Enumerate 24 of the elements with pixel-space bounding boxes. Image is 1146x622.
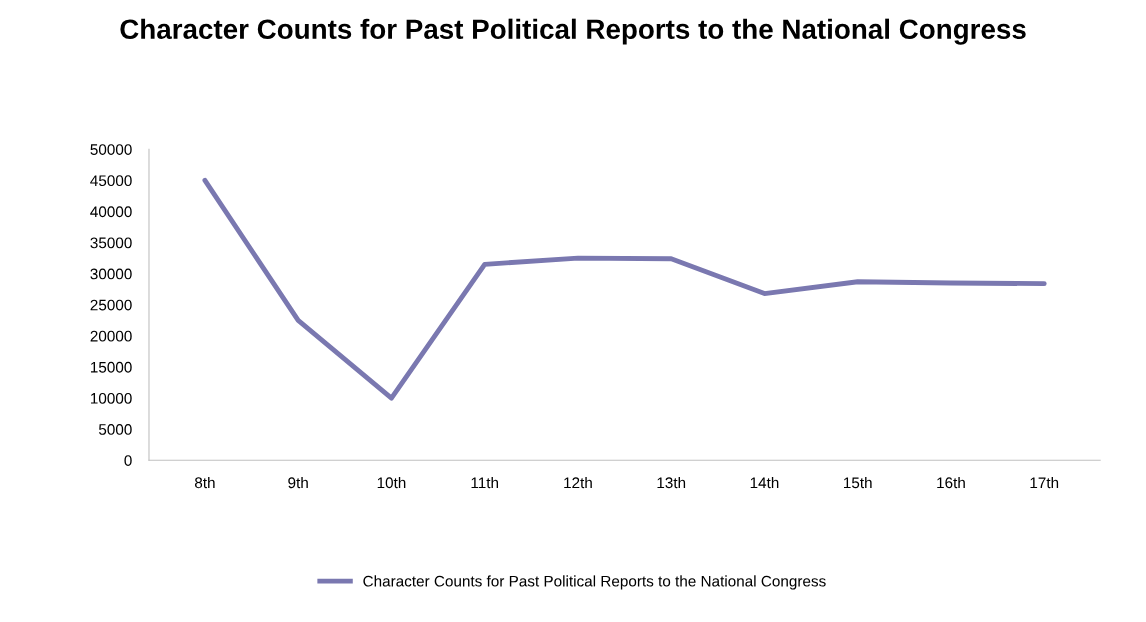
x-tick-label: 17th [1030, 476, 1059, 489]
y-tick-label: 35000 [90, 237, 132, 249]
x-tick-label: 10th [377, 476, 406, 489]
y-tick-label: 15000 [91, 361, 132, 373]
y-tick-label: 30000 [90, 268, 132, 280]
y-tick-label: 45000 [90, 175, 132, 187]
legend-label: Character Counts for Past Political Reports to the National Congress [363, 575, 826, 590]
x-tick-label: 11th [471, 476, 498, 489]
y-tick-label: 25000 [90, 299, 132, 311]
y-tick-label: 40000 [90, 206, 132, 218]
y-tick-label: 20000 [90, 330, 132, 342]
x-tick-label: 12th [564, 476, 592, 489]
x-tick-label: 16th [937, 476, 965, 489]
y-tick-label: 10000 [91, 392, 132, 404]
x-tick-label: 13th [657, 476, 686, 489]
x-tick-label: 14th [750, 476, 779, 489]
y-tick-label: 0 [124, 455, 132, 466]
x-tick-label: 9th [288, 476, 308, 489]
x-tick-label: 8th [194, 476, 215, 489]
y-tick-label: 5000 [98, 424, 132, 435]
x-tick-label: 15th [844, 476, 872, 489]
line-series [202, 177, 1047, 401]
chart-title: Character Counts for Past Political Reports to the National Congress [120, 18, 1026, 45]
y-tick-label: 50000 [90, 144, 132, 155]
